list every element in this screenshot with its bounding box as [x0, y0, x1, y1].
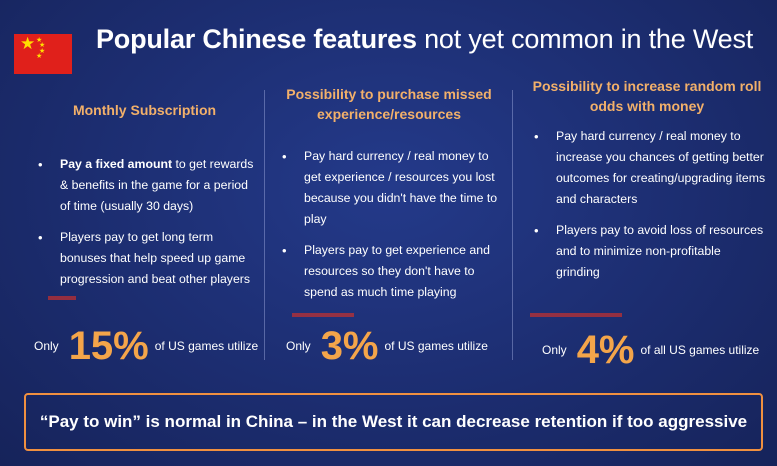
- stat-prefix: Only: [286, 339, 311, 353]
- column-heading: Monthly Subscription: [72, 102, 217, 118]
- list-item: Players pay to avoid loss of resources a…: [528, 220, 766, 283]
- stat-suffix: of US games utilize: [384, 339, 488, 353]
- bullet-list: Pay a fixed amount to get rewards & bene…: [32, 154, 257, 290]
- pay-to-win-banner: “Pay to win” is normal in China – in the…: [24, 393, 763, 451]
- column-monthly-subscription: Monthly Subscription Pay a fixed amount …: [32, 92, 257, 300]
- banner-text: “Pay to win” is normal in China – in the…: [39, 412, 748, 431]
- stat-prefix: Only: [542, 343, 567, 357]
- list-item: Pay hard currency / real money to get ex…: [276, 146, 502, 230]
- annotation-mark: [530, 313, 622, 317]
- stat-suffix: of US games utilize: [154, 339, 259, 353]
- list-item: Players pay to get experience and resour…: [276, 240, 502, 303]
- column-missed-experience: Possibility to purchase missed experienc…: [276, 84, 502, 313]
- list-item: Players pay to get long term bonuses tha…: [32, 227, 257, 290]
- stat-subscription: Only 15% of US games utilize: [34, 326, 258, 366]
- stat-missed-experience: Only 3% of US games utilize: [286, 326, 488, 366]
- stat-prefix: Only: [34, 339, 59, 353]
- bullet-text: Players pay to get long term bonuses tha…: [60, 230, 251, 286]
- title-light: not yet common in the West: [424, 24, 754, 54]
- china-flag-icon: ★ ★ ★ ★ ★: [14, 34, 72, 74]
- bullet-text: to get rewards & benefits in the game fo…: [60, 157, 254, 213]
- annotation-mark: [48, 296, 76, 300]
- stat-random-roll: Only 4% of all US games utilize: [542, 330, 759, 370]
- bullet-text: Players pay to get experience and resour…: [304, 243, 490, 299]
- column-heading: Possibility to increase random roll odds…: [532, 78, 762, 114]
- title-bold: Popular Chinese features: [96, 24, 417, 54]
- bullet-list: Pay hard currency / real money to get ex…: [276, 146, 502, 303]
- column-heading: Possibility to purchase missed experienc…: [286, 86, 492, 122]
- column-random-roll-odds: Possibility to increase random roll odds…: [528, 76, 766, 293]
- stat-percent: 3%: [320, 324, 379, 368]
- annotation-mark: [292, 313, 354, 317]
- bullet-text: Pay hard currency / real money to get ex…: [304, 149, 498, 226]
- column-divider: [264, 90, 265, 360]
- list-item: Pay hard currency / real money to increa…: [528, 126, 766, 210]
- bullet-list: Pay hard currency / real money to increa…: [528, 126, 766, 283]
- page-title: Popular Chinese features not yet common …: [96, 24, 766, 55]
- bullet-text: Pay hard currency / real money to increa…: [556, 129, 766, 206]
- bullet-bold: Pay a fixed amount: [60, 157, 173, 171]
- list-item: Pay a fixed amount to get rewards & bene…: [32, 154, 257, 217]
- stat-percent: 15%: [68, 324, 149, 368]
- stat-percent: 4%: [576, 328, 635, 372]
- column-divider: [512, 90, 513, 360]
- stat-suffix: of all US games utilize: [640, 343, 760, 357]
- bullet-text: Players pay to avoid loss of resources a…: [556, 223, 764, 279]
